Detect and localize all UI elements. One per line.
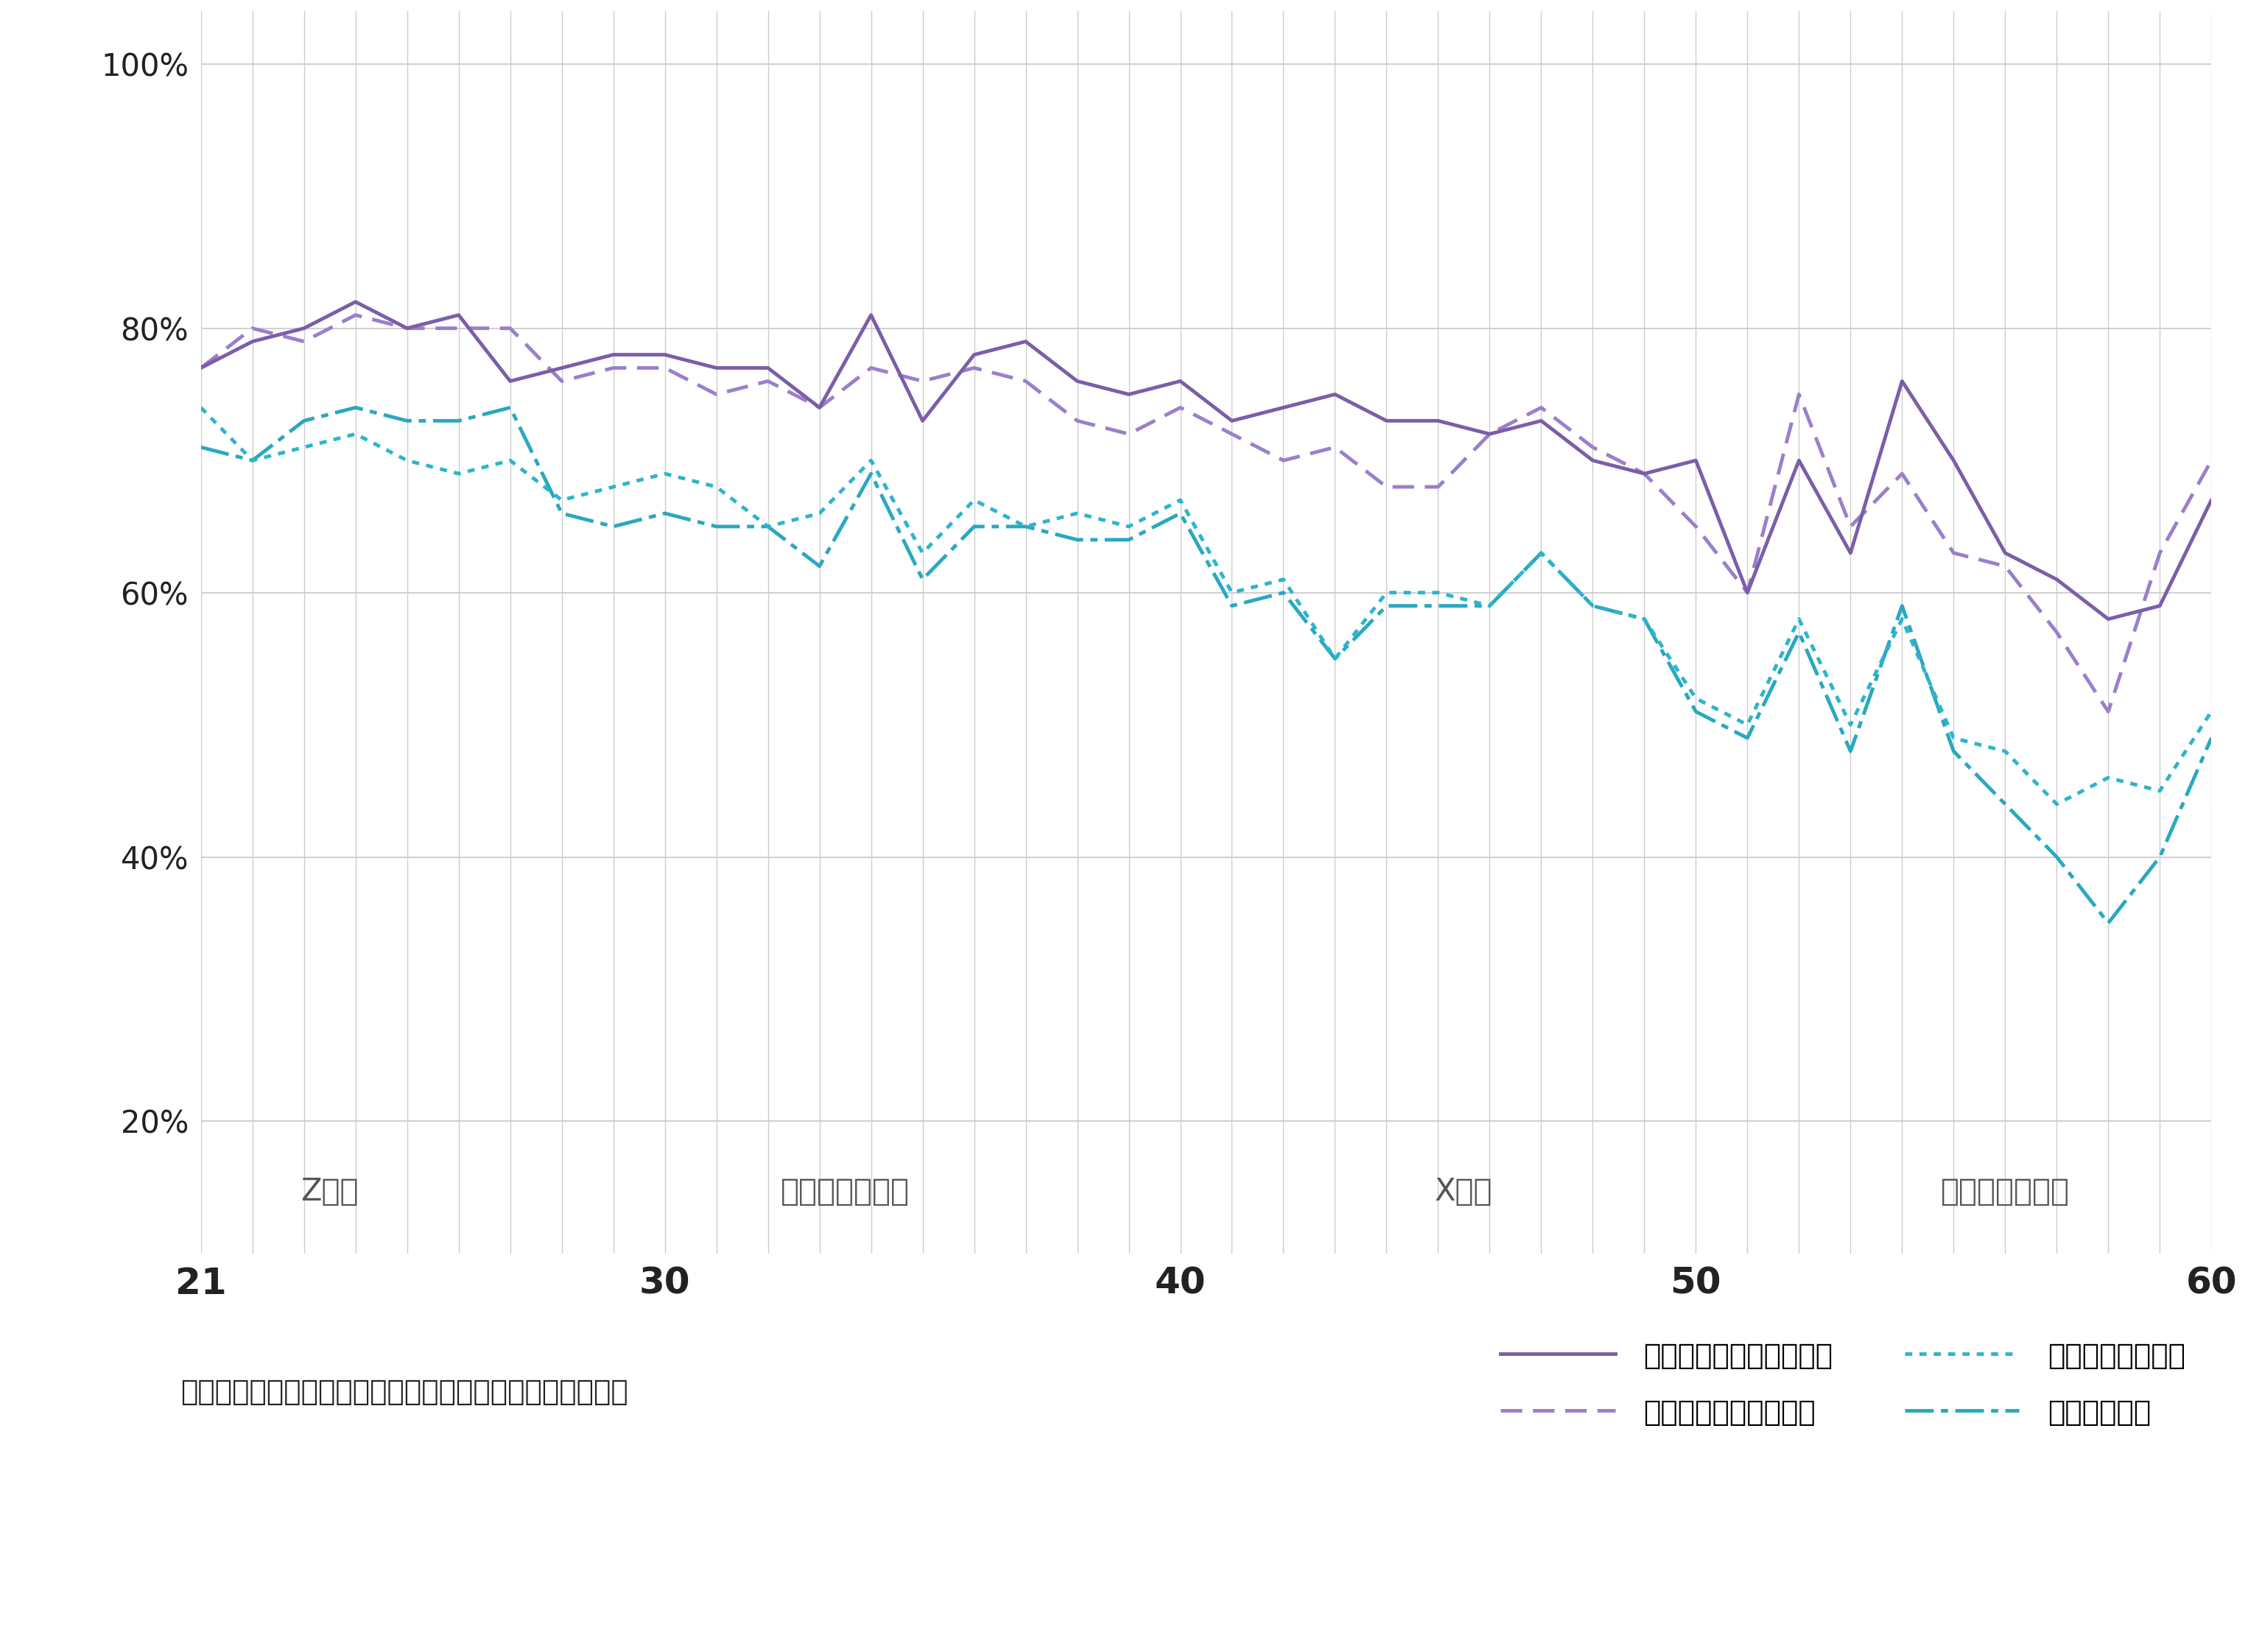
Text: ミレニアル世代: ミレニアル世代: [780, 1176, 910, 1208]
Text: X世代: X世代: [1434, 1176, 1493, 1208]
Legend: 「仕事上の友人」がいる, チームメンバーがいる, 直属の上司がいる, 経幕陣がいる: 「仕事上の友人」がいる, チームメンバーがいる, 直属の上司がいる, 経幕陣がい…: [1488, 1330, 2196, 1437]
Text: ベビーブーマー: ベビーブーマー: [1940, 1176, 2070, 1208]
Text: Z世代: Z世代: [301, 1176, 360, 1208]
Text: もし次のことを知っていれば、より頻繁にオフィスに行く: もし次のことを知っていれば、より頻繁にオフィスに行く: [180, 1378, 629, 1406]
